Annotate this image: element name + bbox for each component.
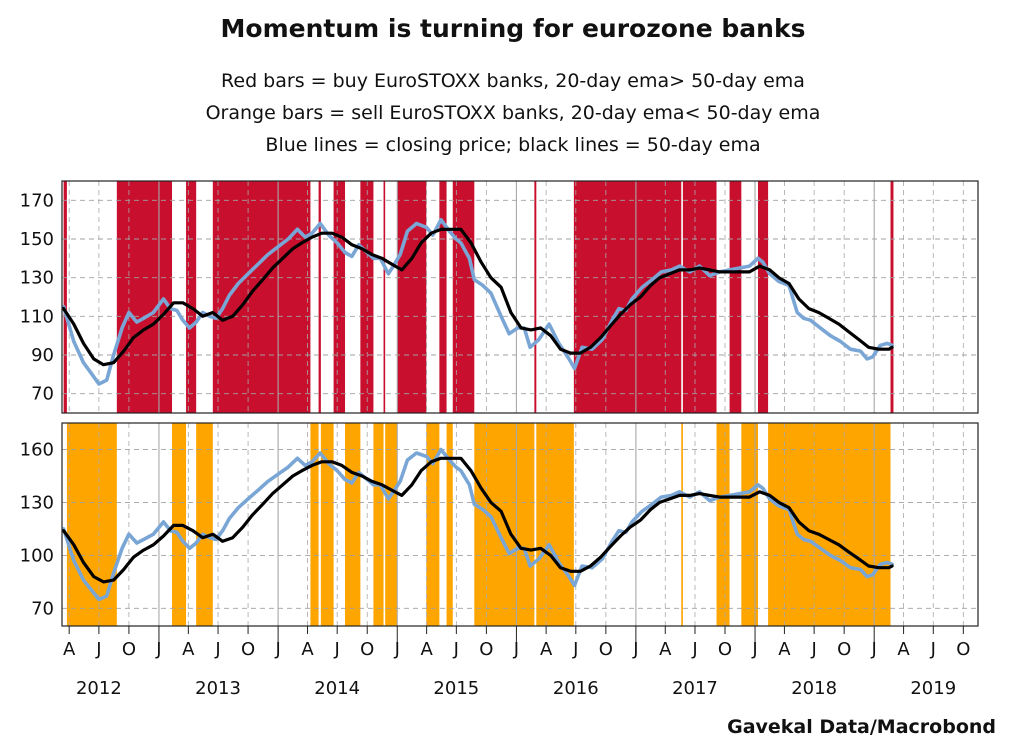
panel-body <box>62 181 978 413</box>
y-tick-label: 110 <box>20 306 54 327</box>
sell-signal-bar <box>716 423 730 626</box>
sell-signal-bar <box>385 423 398 626</box>
x-month-label: J <box>95 639 101 660</box>
x-month-label: A <box>540 639 553 660</box>
sell-signal-bar <box>66 423 117 626</box>
y-tick-label: 100 <box>20 545 54 566</box>
buy-signal-bar <box>452 181 475 413</box>
y-tick-label: 150 <box>20 229 54 250</box>
x-month-label: A <box>301 639 314 660</box>
source-credit: Gavekal Data/Macrobond <box>727 716 996 738</box>
sell-signal-bar <box>310 423 319 626</box>
ema-line <box>62 456 894 584</box>
buy-signal-bar <box>534 181 537 413</box>
chart-title: Momentum is turning for eurozone banks <box>220 14 806 43</box>
buy-signal-bar <box>729 181 742 413</box>
sell-signal-bar <box>681 423 683 626</box>
panel-buy: 70 90 110 130 150 170 <box>20 180 979 414</box>
y-tick-label: 70 <box>31 598 54 619</box>
sell-signal-bar <box>768 423 891 626</box>
x-year-label: 2013 <box>195 678 241 699</box>
panel-body <box>62 423 978 626</box>
sell-signal-bar <box>741 423 758 626</box>
y-tick-label: 130 <box>20 492 54 513</box>
ema-line <box>62 227 894 367</box>
x-month-label: J <box>274 639 280 660</box>
buy-signal-bar <box>186 181 197 413</box>
x-month-label: J <box>751 639 757 660</box>
buy-signal-bar <box>682 181 717 413</box>
x-month-label: A <box>659 639 672 660</box>
panel-frame <box>61 422 979 627</box>
x-month-label: A <box>897 639 910 660</box>
x-year-label: 2019 <box>910 678 956 699</box>
x-month-label: O <box>718 639 732 660</box>
x-month-label: J <box>691 639 697 660</box>
x-month-label: A <box>63 639 76 660</box>
x-year-label: 2016 <box>553 678 599 699</box>
panel-frame <box>61 180 979 414</box>
sell-signal-bar <box>373 423 384 626</box>
x-month-label: O <box>837 639 851 660</box>
sell-signal-bar <box>320 423 334 626</box>
buy-signal-bar <box>333 181 346 413</box>
x-month-label: J <box>632 639 638 660</box>
x-month-label: J <box>453 639 459 660</box>
x-month-label: J <box>155 639 161 660</box>
x-month-label: J <box>334 639 340 660</box>
sell-signal-bar <box>196 423 213 626</box>
buy-signal-bar <box>890 181 894 413</box>
x-year-label: 2012 <box>76 678 122 699</box>
x-month-label: J <box>810 639 816 660</box>
sell-signal-bar <box>426 423 440 626</box>
closing-price-line <box>62 217 894 386</box>
x-month-label: J <box>871 639 877 660</box>
y-tick-label: 70 <box>31 384 54 405</box>
x-month-label: O <box>599 639 613 660</box>
sell-signal-bar <box>345 423 361 626</box>
x-year-label: 2018 <box>791 678 837 699</box>
y-tick-label: 90 <box>31 345 54 366</box>
buy-signal-bar <box>439 181 447 413</box>
x-month-label: J <box>572 639 578 660</box>
closing-price-line <box>62 447 894 602</box>
buy-signal-bar <box>383 181 386 413</box>
sell-signal-bar <box>446 423 453 626</box>
y-tick-label: 170 <box>20 190 54 211</box>
x-month-label: O <box>241 639 255 660</box>
sell-signal-bar <box>474 423 535 626</box>
x-month-label: J <box>214 639 220 660</box>
x-year-label: 2015 <box>433 678 479 699</box>
x-month-label: A <box>778 639 791 660</box>
buy-signal-bar <box>397 181 427 413</box>
buy-signal-bar <box>63 181 67 413</box>
y-tick-label: 130 <box>20 268 54 289</box>
x-month-label: O <box>479 639 493 660</box>
buy-signal-bar <box>116 181 173 413</box>
x-month-label: O <box>360 639 374 660</box>
panel-sell: 70 100 130 160 <box>20 422 979 627</box>
buy-signal-bar <box>573 181 682 413</box>
buy-signal-bar <box>360 181 374 413</box>
x-year-label: 2014 <box>314 678 360 699</box>
subtitle-lines-legend: Blue lines = closing price; black lines … <box>265 134 761 156</box>
y-tick-label: 160 <box>20 439 54 460</box>
x-month-label: A <box>182 639 195 660</box>
x-month-label: J <box>394 639 400 660</box>
x-month-label: J <box>930 639 936 660</box>
buy-signal-bar <box>757 181 769 413</box>
subtitle-buy-legend: Red bars = buy EuroSTOXX banks, 20-day e… <box>221 70 805 92</box>
x-month-label: O <box>956 639 970 660</box>
x-year-label: 2017 <box>672 678 718 699</box>
buy-signal-bar <box>318 181 321 413</box>
subtitle-sell-legend: Orange bars = sell EuroSTOXX banks, 20-d… <box>205 102 821 124</box>
x-month-label: J <box>513 639 519 660</box>
sell-signal-bar <box>536 423 574 626</box>
x-month-label: A <box>420 639 433 660</box>
x-month-label: O <box>122 639 136 660</box>
